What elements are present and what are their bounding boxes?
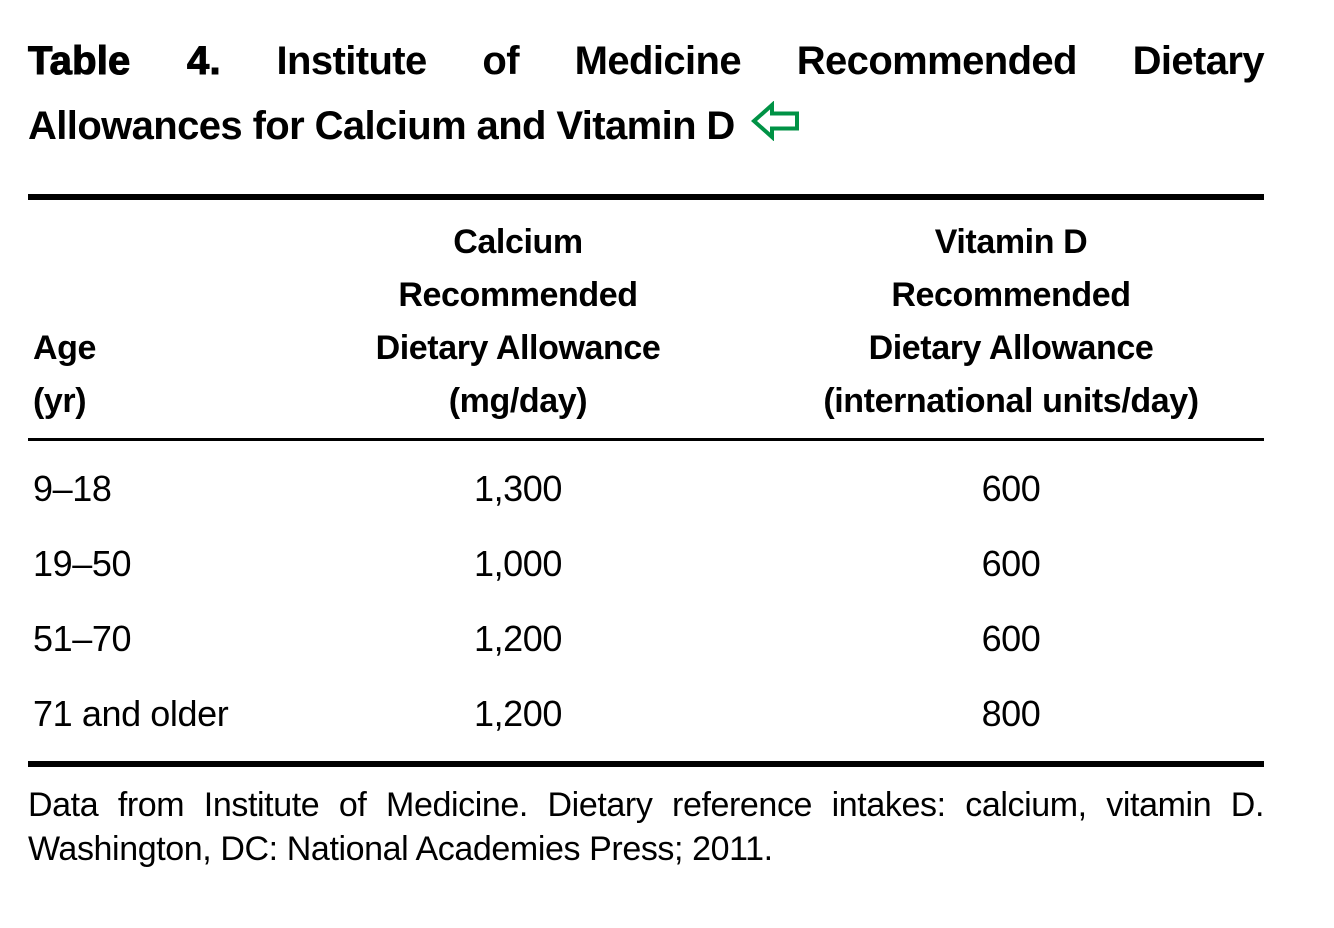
- table-header-row: Age (yr) Calcium Recommended Dietary All…: [28, 200, 1264, 441]
- cell-calcium: 1,300: [473, 467, 563, 509]
- cell-calcium: 1,200: [473, 692, 563, 734]
- footnote-line2: Washington, DC: National Academies Press…: [28, 830, 773, 868]
- table-title-text-line2: Allowances for Calcium and Vitamin D: [28, 104, 735, 148]
- cell-vitamin-d: 600: [981, 617, 1041, 659]
- cell-calcium: 1,000: [473, 542, 563, 584]
- column-header-age: Age (yr): [28, 322, 278, 428]
- table-title-line2: Allowances for Calcium and Vitamin D: [28, 93, 1264, 160]
- header-vitd-line4: (international units/day): [823, 382, 1199, 420]
- header-calcium-line2: Recommended: [398, 276, 638, 314]
- cell-age: 71 and older: [33, 692, 229, 734]
- cell-vitamin-d: 600: [981, 542, 1041, 584]
- table-row: 51–70 1,200 600: [28, 601, 1264, 676]
- table-row: 19–50 1,000 600: [28, 526, 1264, 601]
- header-vitd-line1: Vitamin D: [934, 223, 1088, 261]
- header-vitd-line3: Dietary Allowance: [868, 329, 1154, 367]
- header-age-line2: (yr): [33, 382, 87, 420]
- cell-age: 19–50: [33, 542, 132, 584]
- footnote-line1: Data from Institute of Medicine. Dietary…: [28, 786, 1264, 824]
- cell-age: 51–70: [33, 617, 132, 659]
- table-number-label: Table 4.: [27, 38, 221, 83]
- header-age-line1: Age: [33, 329, 97, 367]
- header-calcium-line1: Calcium: [453, 223, 583, 261]
- column-header-vitamin-d: Vitamin D Recommended Dietary Allowance …: [758, 216, 1264, 428]
- table-title: Table 4. Institute of Medicine Recommend…: [27, 30, 1265, 160]
- cell-vitamin-d: 600: [981, 467, 1041, 509]
- table-row: 71 and older 1,200 800: [28, 676, 1264, 751]
- table-title-text: Institute of Medicine Recommended Dietar…: [276, 39, 1265, 83]
- table-footnote: Data from Institute of Medicine. Dietary…: [28, 783, 1264, 871]
- header-calcium-line3: Dietary Allowance: [375, 329, 661, 367]
- cell-age: 9–18: [33, 467, 112, 509]
- cell-vitamin-d: 800: [981, 692, 1041, 734]
- table-body: 9–18 1,300 600 19–50 1,000 600 51–70 1,2…: [28, 441, 1264, 761]
- header-calcium-line4: (mg/day): [448, 382, 588, 420]
- header-vitd-line2: Recommended: [891, 276, 1131, 314]
- cell-calcium: 1,200: [473, 617, 563, 659]
- column-header-calcium: Calcium Recommended Dietary Allowance (m…: [278, 216, 758, 428]
- table-title-line1: Table 4. Institute of Medicine Recommend…: [27, 30, 1265, 93]
- back-to-text-arrow-icon[interactable]: [750, 97, 801, 160]
- table-row: 9–18 1,300 600: [28, 451, 1264, 526]
- data-table: Age (yr) Calcium Recommended Dietary All…: [28, 194, 1264, 767]
